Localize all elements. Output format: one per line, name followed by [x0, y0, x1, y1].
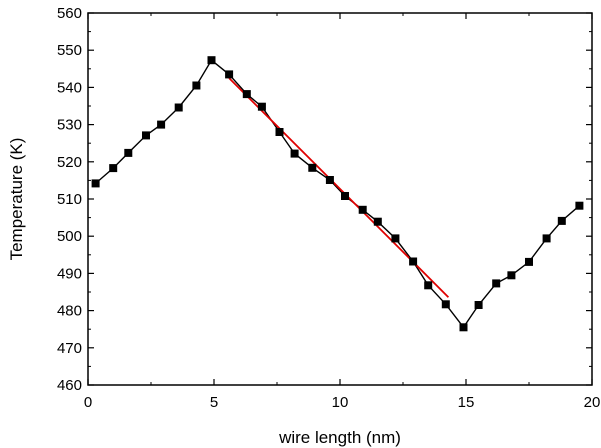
data-point	[492, 279, 501, 288]
series-line-0	[95, 59, 580, 329]
y-tick-label: 500	[57, 228, 82, 245]
data-point	[91, 179, 100, 188]
x-tick-label: 5	[210, 394, 218, 411]
data-point	[242, 90, 251, 99]
data-point	[157, 120, 166, 129]
x-tick-label: 20	[584, 394, 601, 411]
data-point	[525, 257, 533, 266]
data-point	[109, 164, 118, 173]
data-point	[391, 234, 400, 243]
x-axis-ticks: 0 5 10 15 20	[84, 13, 601, 411]
data-point	[459, 323, 468, 332]
y-tick-label: 490	[57, 265, 82, 282]
data-point	[192, 81, 201, 90]
y-tick-label: 510	[57, 191, 82, 208]
data-point	[225, 70, 234, 79]
data-point	[542, 234, 551, 243]
x-tick-label: 15	[458, 394, 475, 411]
series-layer	[91, 56, 584, 332]
data-point	[124, 148, 133, 157]
data-point	[373, 217, 382, 226]
data-point	[575, 201, 584, 210]
y-tick-label: 560	[57, 5, 82, 22]
y-tick-label: 550	[57, 42, 82, 59]
x-axis-label: wire length (nm)	[278, 428, 401, 447]
data-point	[409, 257, 418, 266]
y-tick-label: 520	[57, 154, 82, 171]
data-point	[142, 131, 150, 140]
data-point	[207, 56, 216, 65]
data-point	[257, 102, 266, 111]
data-point	[441, 300, 450, 309]
data-point	[424, 281, 433, 290]
y-tick-label: 480	[57, 303, 82, 320]
data-point	[275, 128, 284, 136]
y-axis-ticks: 460 470 480 490 500 510 520 530 540 550 560	[57, 5, 592, 394]
x-tick-label: 10	[332, 394, 349, 411]
data-point	[308, 163, 317, 172]
plot-frame	[87, 12, 593, 386]
y-tick-label: 460	[57, 377, 82, 394]
data-point	[474, 301, 483, 309]
data-point	[358, 205, 367, 214]
x-tick-label: 0	[84, 394, 92, 411]
y-axis-label: Temperature (K)	[7, 138, 26, 261]
data-point	[557, 216, 566, 225]
y-tick-label: 470	[57, 340, 82, 357]
data-point	[341, 192, 349, 200]
data-point	[290, 149, 299, 158]
data-point	[325, 176, 334, 184]
data-point	[174, 103, 183, 112]
data-point	[507, 271, 516, 280]
y-tick-label: 540	[57, 79, 82, 96]
y-tick-label: 530	[57, 117, 82, 134]
